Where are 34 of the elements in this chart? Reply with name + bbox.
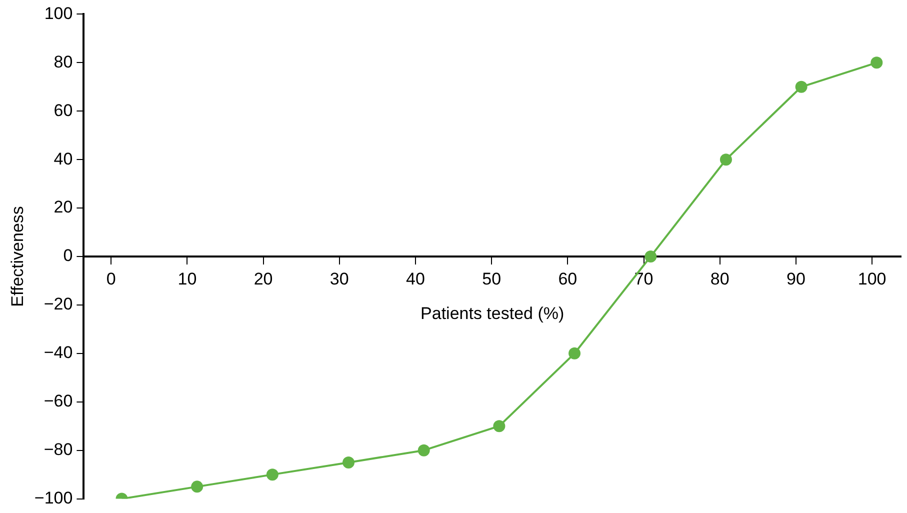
x-tick-label: 10 [178,269,197,288]
point [418,444,430,456]
y-tick-label: −20 [44,294,73,314]
x-tick-label: 30 [330,269,349,288]
point [493,420,506,432]
x-tick-label: 40 [406,269,425,288]
point [644,250,657,262]
y-tick-label: 100 [44,4,73,23]
y-axis-title: Effectiveness [8,206,27,307]
y-tick-label: −80 [44,440,73,460]
x-tick-label: 90 [786,269,806,288]
point [266,468,278,481]
y-tick-label: 0 [63,246,73,266]
y-tick-label: 40 [54,149,73,168]
y-tick-label: −100 [34,488,73,508]
point [720,154,732,166]
x-tick-label: 70 [634,269,654,288]
point [795,80,808,93]
x-tick-label: 80 [710,269,730,288]
point [342,456,355,468]
y-tick-label: −40 [44,343,73,362]
x-tick-label: 0 [106,269,116,288]
y-tick-label: 20 [54,198,73,217]
x-tick-label: 20 [254,269,273,288]
y-tick-label: 60 [54,100,73,120]
y-tick-label: 80 [54,52,73,72]
x-tick-label: 50 [482,269,502,288]
point [870,56,883,69]
point [568,347,581,360]
x-tick-label: 60 [558,269,578,288]
point [191,480,204,493]
y-tick-label: −60 [44,392,73,411]
x-tick-label: 100 [858,269,886,288]
x-axis-title: Patients tested (%) [420,304,564,323]
